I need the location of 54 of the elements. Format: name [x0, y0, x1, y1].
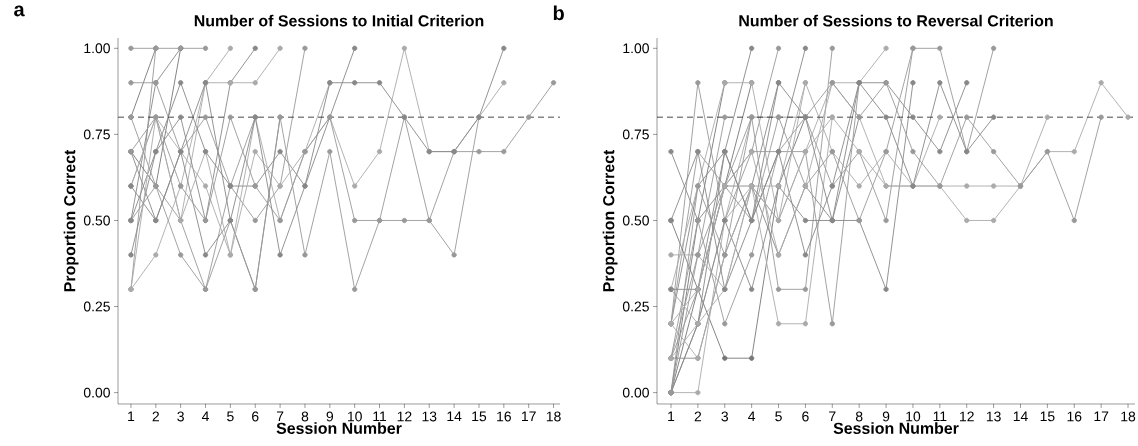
x-tick-label: 6: [252, 411, 259, 422]
x-tick-label: 16: [1067, 411, 1082, 422]
x-tick-label: 9: [882, 411, 890, 422]
x-tick-label: 3: [177, 411, 184, 422]
y-tick-label: 1.00: [84, 43, 110, 54]
y-tick-label: 0.25: [83, 301, 110, 312]
x-tick-label: 10: [906, 411, 921, 422]
x-tick-label: 14: [1013, 411, 1028, 422]
text: a: [14, 5, 25, 17]
x-tick-label: 11: [373, 411, 387, 422]
x-tick-label: 16: [497, 411, 511, 422]
x-tick-label: 13: [986, 411, 1001, 422]
x-tick-label: 2: [152, 411, 159, 422]
x-tick-label: 8: [855, 411, 863, 422]
x-tick-label: 5: [227, 411, 234, 422]
x-tick-label: 2: [694, 411, 702, 422]
x-axis-title: Session Number: [276, 422, 402, 434]
x-tick-label: 12: [960, 411, 974, 422]
x-tick-label: 13: [422, 411, 437, 422]
x-tick-label: 9: [326, 411, 334, 422]
x-tick-label: 12: [397, 411, 412, 422]
x-tick-label: 7: [829, 411, 836, 422]
x-tick-label: 8: [301, 411, 309, 422]
y-axis-title: Proportion Correct: [602, 149, 618, 292]
chart-title: Number of Sessions to Initial Criterion: [194, 14, 484, 27]
y-axis-title: Proportion Correct: [63, 149, 79, 292]
x-tick-label: 15: [1040, 411, 1055, 422]
x-tick-label: 17: [1094, 411, 1109, 422]
x-tick-label: 5: [775, 411, 782, 422]
chart-title: Number of Sessions to Reversal Criterion: [739, 14, 1053, 27]
x-axis-title: Session Number: [833, 422, 959, 434]
x-tick-label: 11: [933, 411, 947, 422]
x-tick-label: 17: [521, 411, 536, 422]
x-tick-label: 10: [347, 411, 362, 422]
text: b: [553, 5, 564, 21]
x-tick-label: 1: [128, 411, 135, 422]
y-tick-label: 0.00: [83, 387, 110, 398]
x-tick-label: 18: [1121, 411, 1136, 422]
y-tick-label: 0.50: [83, 215, 110, 226]
x-tick-label: 4: [748, 411, 756, 422]
x-tick-label: 4: [201, 411, 209, 422]
x-tick-label: 18: [546, 411, 561, 422]
x-tick-label: 6: [802, 411, 809, 422]
y-tick-label: 0.75: [622, 129, 649, 140]
x-tick-label: 15: [472, 411, 487, 422]
y-tick-label: 0.00: [622, 387, 649, 398]
y-tick-label: 1.00: [623, 43, 649, 54]
y-tick-label: 0.50: [622, 215, 649, 226]
y-tick-label: 0.75: [83, 129, 110, 140]
y-tick-label: 0.25: [622, 301, 649, 312]
x-tick-label: 3: [721, 411, 729, 422]
x-tick-label: 7: [276, 411, 284, 422]
x-tick-label: 1: [668, 411, 675, 422]
x-tick-label: 14: [447, 411, 462, 422]
